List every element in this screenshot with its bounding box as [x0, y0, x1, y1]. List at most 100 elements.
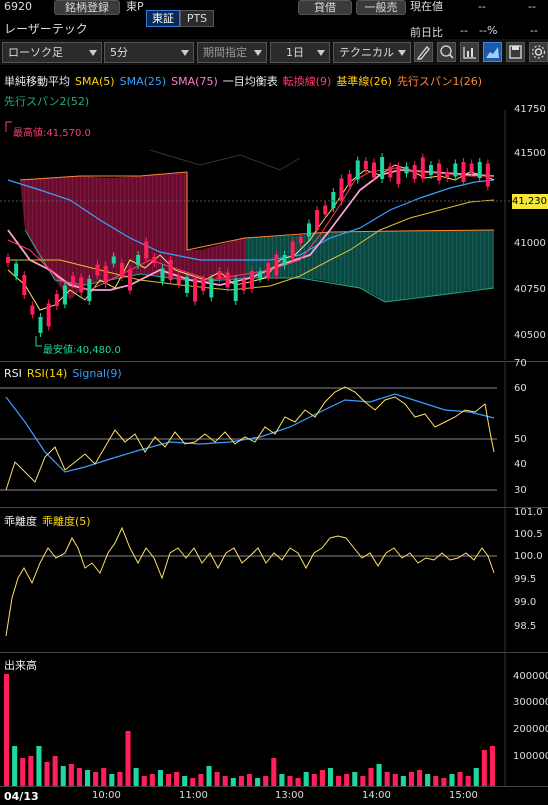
zoom-icon[interactable] — [437, 42, 456, 62]
legend-sma5: SMA(5) — [75, 75, 115, 88]
current-price-tag: 41,230 — [512, 194, 548, 209]
chevron-down-icon — [398, 50, 406, 56]
legend-tenkan: 転換線(9) — [282, 75, 332, 88]
ichimoku-cloud-bullish — [245, 230, 494, 302]
prev-diff-label: 前日比 — [410, 26, 443, 39]
dev-tick-100: 100.0 — [514, 551, 543, 562]
right-top-value: -- — [528, 0, 536, 13]
technical-select[interactable]: テクニカル — [333, 42, 411, 63]
rsi-signal-line — [5, 393, 495, 473]
current-price-label: 現在値 — [410, 0, 443, 13]
watchlist-register-button[interactable]: 銘柄登録 — [54, 0, 120, 15]
days-select[interactable]: 1日 — [270, 42, 330, 63]
low-marker — [35, 336, 42, 347]
rsi-line — [5, 386, 495, 491]
y-tick-40500: 40500 — [514, 330, 546, 341]
period-select[interactable]: 期間指定 — [197, 42, 267, 63]
rsi-chart[interactable] — [0, 362, 548, 507]
legend-span2: 先行スパン2(52) — [4, 95, 90, 108]
x-tick-1400: 14:00 — [362, 790, 391, 801]
lend-button[interactable]: 貸借 — [298, 0, 352, 15]
exchange-tab-tse[interactable]: 東証 — [146, 10, 180, 27]
deviation-line — [5, 526, 495, 637]
high-marker — [5, 121, 12, 132]
panel-divider — [0, 507, 548, 508]
general-sell-button[interactable]: 一般売 — [356, 0, 406, 15]
vol-tick-400000: 400000 — [513, 671, 548, 682]
interval-select[interactable]: 5分 — [104, 42, 194, 63]
prev-diff-pct: --% — [479, 24, 498, 37]
y-tick-41500: 41500 — [514, 148, 546, 159]
save-icon[interactable] — [506, 42, 525, 62]
sma5-line — [7, 164, 495, 311]
rsi-tick-50: 50 — [514, 434, 527, 445]
volume-title: 出来高 — [4, 659, 37, 672]
dev-tick-99: 99.0 — [514, 597, 537, 608]
period-placeholder: 期間指定 — [203, 46, 247, 59]
high-label: 最高値:41,570.0 — [13, 128, 91, 139]
legend-sma-title: 単純移動平均 — [4, 75, 70, 88]
panel-divider — [0, 652, 548, 653]
y-tick-41750: 41750 — [514, 104, 546, 115]
candlesticks — [6, 153, 490, 337]
dev-title: 乖離度 — [4, 515, 37, 528]
x-tick-1500: 15:00 — [449, 790, 478, 801]
kijun-line — [8, 199, 495, 291]
legend-sma25: SMA(25) — [119, 75, 167, 88]
dev-label: 乖離度(5) — [42, 515, 91, 528]
legend-span1: 先行スパン1(26) — [396, 75, 483, 88]
vol-tick-100000: 100000 — [513, 751, 548, 762]
dev-tick-101: 101.0 — [514, 507, 543, 518]
main-price-chart[interactable] — [0, 110, 548, 360]
vol-tick-300000: 300000 — [513, 697, 548, 708]
exchange-tab-pts[interactable]: PTS — [180, 10, 214, 27]
legend-ichimoku-title: 一目均衡表 — [222, 75, 278, 88]
prev-diff-value: -- — [460, 24, 468, 37]
x-tick-1100: 11:00 — [179, 790, 208, 801]
ghost-line — [149, 149, 301, 171]
x-axis — [0, 786, 548, 805]
rsi-tick-30: 30 — [514, 485, 527, 496]
rsi-tick-40: 40 — [514, 459, 527, 470]
volume-chart[interactable] — [0, 653, 548, 786]
panel-divider — [0, 361, 548, 362]
sma25-line — [7, 179, 495, 261]
technical-value: テクニカル — [339, 46, 394, 59]
days-value: 1日 — [286, 46, 304, 59]
chevron-down-icon — [254, 50, 262, 56]
deviation-chart[interactable] — [0, 508, 548, 653]
span1-line — [19, 171, 495, 251]
x-tick-1000: 10:00 — [92, 790, 121, 801]
rsi-legend: RSI RSI(14) Signal(9) — [4, 367, 127, 380]
vol-tick-200000: 200000 — [513, 724, 548, 735]
market-label: 東P — [126, 0, 144, 13]
area-chart-icon[interactable] — [483, 42, 502, 62]
chevron-down-icon — [181, 50, 189, 56]
dev-tick-99-5: 99.5 — [514, 574, 537, 585]
rsi-title: RSI — [4, 367, 22, 380]
dev-tick-98-5: 98.5 — [514, 621, 537, 632]
chevron-down-icon — [89, 50, 97, 56]
interval-value: 5分 — [110, 46, 128, 59]
chart-type-value: ローソク足 — [8, 46, 63, 59]
y-tick-41000: 41000 — [514, 238, 546, 249]
stock-name: レーザーテック — [4, 22, 88, 36]
dev-tick-100-5: 100.5 — [514, 529, 543, 540]
legend-kijun: 基準線(26) — [336, 75, 392, 88]
compare-chart-icon[interactable] — [460, 42, 479, 62]
x-tick-1300: 13:00 — [275, 790, 304, 801]
dev-legend: 乖離度 乖離度(5) — [4, 513, 96, 529]
rsi-tick-60: 60 — [514, 383, 527, 394]
settings-icon[interactable] — [529, 42, 548, 62]
legend-sma75: SMA(75) — [171, 75, 218, 88]
volume-bars — [4, 674, 495, 786]
rsi-label: RSI(14) — [26, 367, 68, 380]
x-date-label: 04/13 — [4, 790, 39, 803]
rsi-tick-70: 70 — [514, 358, 527, 369]
main-legend: 単純移動平均 SMA(5) SMA(25) SMA(75) 一目均衡表 転換線(9) 基準線… — [4, 72, 504, 112]
pen-icon[interactable] — [414, 42, 433, 62]
low-label: 最安値:40,480.0 — [43, 345, 121, 356]
current-price-value: -- — [478, 0, 486, 13]
chart-type-select[interactable]: ローソク足 — [2, 42, 102, 63]
signal-label: Signal(9) — [72, 367, 122, 380]
